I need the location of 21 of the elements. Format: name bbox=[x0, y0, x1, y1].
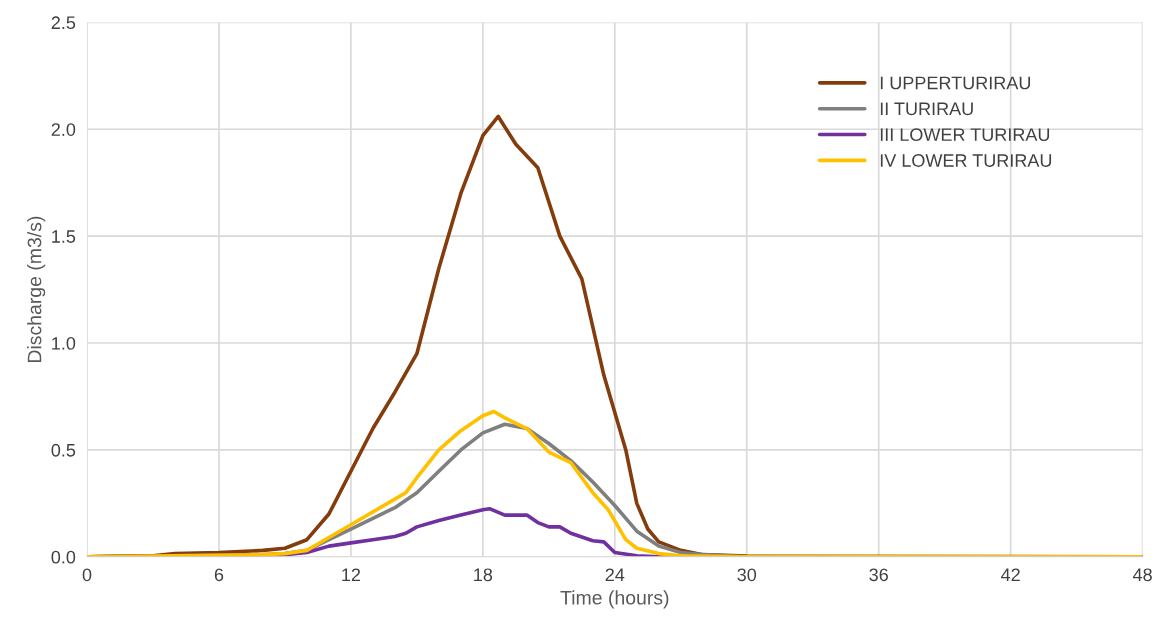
x-axis-title: Time (hours) bbox=[560, 590, 669, 609]
x-tick-label: 30 bbox=[737, 568, 757, 582]
x-tick-label: 0 bbox=[82, 568, 92, 582]
x-tick-label: 42 bbox=[1001, 568, 1020, 581]
y-tick-label: 2.5 bbox=[51, 16, 76, 30]
legend-label: III LOWER TURIRAU bbox=[880, 128, 1050, 142]
x-tick-label: 12 bbox=[342, 568, 361, 581]
x-tick-label: 36 bbox=[869, 568, 888, 582]
y-axis-title: Discharge (m3/s) bbox=[27, 216, 46, 363]
y-tick-label: 1.5 bbox=[52, 230, 76, 243]
legend-label: II TURIRAU bbox=[880, 102, 973, 116]
y-tick-label: 2.0 bbox=[51, 123, 76, 136]
y-tick-label: 0.5 bbox=[51, 443, 76, 457]
x-tick-label: 48 bbox=[1132, 568, 1152, 582]
legend-label: I UPPERTURIRAU bbox=[880, 76, 1030, 90]
y-tick-label: 0.0 bbox=[51, 550, 76, 564]
y-tick-label: 1.0 bbox=[52, 336, 76, 350]
x-tick-label: 24 bbox=[605, 568, 625, 581]
legend-label: IV LOWER TURIRAU bbox=[880, 154, 1052, 167]
x-tick-label: 18 bbox=[474, 568, 493, 582]
x-tick-label: 6 bbox=[214, 568, 224, 582]
